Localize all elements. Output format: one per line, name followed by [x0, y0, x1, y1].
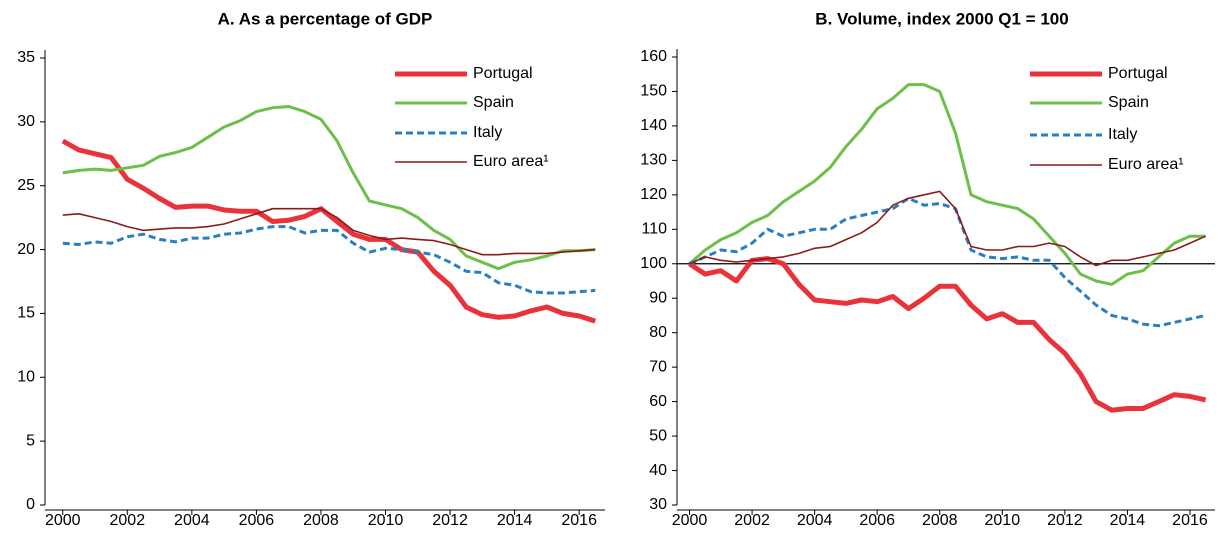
series-line [689, 190, 1206, 267]
chart-title: B. Volume, index 2000 Q1 = 100 [815, 9, 1068, 28]
x-tick-label: 2014 [1110, 512, 1146, 529]
y-tick-label: 160 [640, 48, 667, 65]
x-tick-label: 2010 [368, 512, 404, 529]
series-line [61, 138, 597, 324]
y-tick-label: 50 [649, 427, 667, 444]
series-line [62, 225, 596, 295]
legend-label: Spain [473, 94, 514, 111]
series-line [688, 256, 1207, 413]
y-tick-label: 40 [649, 462, 667, 479]
x-tick-label: 2008 [922, 512, 958, 529]
x-tick-label: 2000 [45, 512, 81, 529]
y-tick-label: 0 [26, 496, 35, 513]
x-tick-label: 2012 [432, 512, 468, 529]
y-tick-label: 30 [649, 496, 667, 513]
x-tick-label: 2010 [985, 512, 1021, 529]
y-tick-label: 90 [649, 289, 667, 306]
y-tick-label: 60 [649, 393, 667, 410]
x-tick-label: 2002 [110, 512, 146, 529]
legend-label: Portugal [1108, 65, 1168, 82]
y-tick-label: 120 [640, 186, 667, 203]
y-tick-label: 10 [17, 369, 35, 386]
y-tick-label: 140 [640, 117, 667, 134]
y-tick-label: 30 [17, 113, 35, 130]
x-tick-label: 2008 [303, 512, 339, 529]
series-line [62, 105, 596, 271]
x-tick-label: 2016 [561, 512, 597, 529]
legend-label: Euro area¹ [473, 153, 549, 170]
legend-label: Euro area¹ [1108, 156, 1184, 173]
y-tick-label: 100 [640, 255, 667, 272]
y-tick-label: 80 [649, 324, 667, 341]
x-tick-label: 2006 [239, 512, 275, 529]
x-tick-label: 2000 [672, 512, 708, 529]
x-tick-label: 2004 [797, 512, 833, 529]
y-tick-label: 20 [17, 241, 35, 258]
y-tick-label: 70 [649, 358, 667, 375]
y-tick-label: 5 [26, 432, 35, 449]
series-line [688, 83, 1206, 286]
series-line [62, 207, 596, 256]
legend-label: Italy [1108, 126, 1137, 143]
y-tick-label: 110 [641, 221, 667, 238]
series-line [688, 196, 1206, 328]
y-tick-label: 25 [17, 177, 35, 194]
y-tick-label: 35 [17, 49, 35, 66]
x-tick-label: 2002 [734, 512, 770, 529]
x-tick-label: 2014 [497, 512, 533, 529]
x-tick-label: 2006 [859, 512, 895, 529]
legend-label: Spain [1108, 94, 1149, 111]
x-tick-label: 2004 [174, 512, 210, 529]
x-tick-label: 2012 [1047, 512, 1083, 529]
y-tick-label: 150 [640, 83, 667, 100]
y-tick-label: 15 [17, 305, 35, 322]
chart-title: A. As a percentage of GDP [218, 9, 433, 28]
legend-label: Portugal [473, 65, 533, 82]
x-tick-label: 2016 [1172, 512, 1208, 529]
legend-label: Italy [473, 124, 502, 141]
y-tick-label: 130 [640, 152, 667, 169]
